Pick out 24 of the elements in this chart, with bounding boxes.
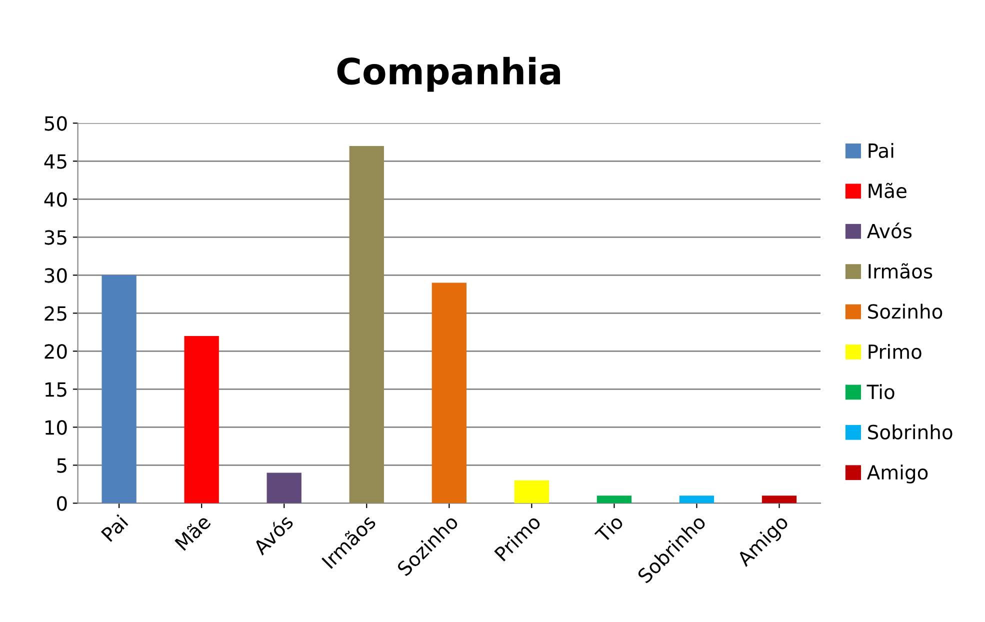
- y-tick-label: 5: [57, 458, 66, 473]
- legend-label: Sobrinho: [868, 424, 952, 440]
- x-tick-label: Pai: [100, 514, 128, 542]
- y-tick-label: 25: [44, 306, 66, 321]
- y-tick-label: 0: [57, 496, 67, 511]
- y-tick-label: 15: [45, 382, 66, 397]
- y-tick-label: 40: [44, 192, 67, 207]
- y-tick-label: 10: [45, 420, 67, 435]
- legend-label: Tio: [866, 384, 894, 400]
- y-tick-label: 30: [44, 268, 67, 283]
- x-tick-label: Tio: [594, 514, 624, 544]
- y-tick-label: 45: [44, 154, 66, 169]
- legend-label: Primo: [868, 344, 922, 360]
- chart-title: Companhia: [337, 56, 560, 92]
- x-tick-label: Mãe: [174, 513, 212, 551]
- legend-label: Sozinho: [868, 304, 942, 319]
- y-tick-label: 35: [44, 230, 66, 245]
- y-tick-label: 20: [44, 344, 67, 359]
- y-tick-label: 50: [44, 116, 67, 131]
- legend-label: Amigo: [866, 464, 928, 484]
- legend-label: Mãe: [868, 182, 906, 198]
- legend-label: Avós: [866, 222, 912, 238]
- legend-label: Irmãos: [868, 263, 932, 279]
- legend-label: Pai: [868, 142, 894, 158]
